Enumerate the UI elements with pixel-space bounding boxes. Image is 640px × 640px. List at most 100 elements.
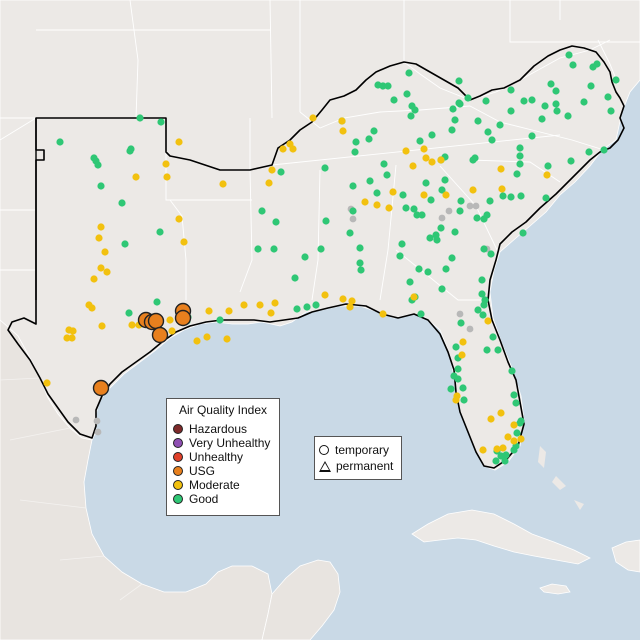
monitor-good[interactable] <box>422 179 430 187</box>
monitor-good[interactable] <box>473 214 481 222</box>
monitor-moderate[interactable] <box>268 166 276 174</box>
monitor-moderate[interactable] <box>271 299 279 307</box>
monitor-good[interactable] <box>552 87 560 95</box>
monitor-good[interactable] <box>254 245 262 253</box>
monitor-no-data[interactable] <box>445 207 453 215</box>
monitor-good[interactable] <box>416 137 424 145</box>
monitor-moderate[interactable] <box>484 317 492 325</box>
monitor-moderate[interactable] <box>265 179 273 187</box>
monitor-good[interactable] <box>569 61 577 69</box>
monitor-moderate[interactable] <box>205 307 213 315</box>
monitor-good[interactable] <box>153 298 161 306</box>
monitor-good[interactable] <box>406 278 414 286</box>
monitor-good[interactable] <box>604 93 612 101</box>
monitor-good[interactable] <box>478 290 486 298</box>
monitor-good[interactable] <box>438 186 446 194</box>
monitor-moderate[interactable] <box>420 145 428 153</box>
monitor-moderate[interactable] <box>132 173 140 181</box>
monitor-moderate[interactable] <box>469 186 477 194</box>
monitor-moderate[interactable] <box>389 188 397 196</box>
monitor-good[interactable] <box>418 211 426 219</box>
monitor-moderate[interactable] <box>504 433 512 441</box>
monitor-good[interactable] <box>127 145 135 153</box>
monitor-good[interactable] <box>541 102 549 110</box>
monitor-good[interactable] <box>486 197 494 205</box>
monitor-good[interactable] <box>528 96 536 104</box>
monitor-usg[interactable] <box>174 309 192 327</box>
monitor-good[interactable] <box>464 94 472 102</box>
monitor-moderate[interactable] <box>339 127 347 135</box>
monitor-moderate[interactable] <box>98 322 106 330</box>
monitor-no-data[interactable] <box>438 214 446 222</box>
monitor-moderate[interactable] <box>168 327 176 335</box>
monitor-good[interactable] <box>612 76 620 84</box>
monitor-moderate[interactable] <box>309 114 317 122</box>
monitor-good[interactable] <box>417 310 425 318</box>
monitor-moderate[interactable] <box>517 435 525 443</box>
monitor-good[interactable] <box>496 121 504 129</box>
monitor-good[interactable] <box>474 117 482 125</box>
monitor-good[interactable] <box>357 266 365 274</box>
monitor-good[interactable] <box>365 135 373 143</box>
monitor-moderate[interactable] <box>68 334 76 342</box>
monitor-moderate[interactable] <box>85 301 93 309</box>
monitor-good[interactable] <box>442 265 450 273</box>
monitor-good[interactable] <box>384 82 392 90</box>
monitor-good[interactable] <box>507 86 515 94</box>
monitor-good[interactable] <box>346 229 354 237</box>
monitor-good[interactable] <box>552 100 560 108</box>
monitor-good[interactable] <box>390 96 398 104</box>
monitor-good[interactable] <box>432 231 440 239</box>
monitor-good[interactable] <box>585 148 593 156</box>
monitor-good[interactable] <box>513 429 521 437</box>
monitor-moderate[interactable] <box>101 248 109 256</box>
monitor-good[interactable] <box>516 419 524 427</box>
monitor-moderate[interactable] <box>219 180 227 188</box>
monitor-moderate[interactable] <box>346 303 354 311</box>
monitor-good[interactable] <box>399 191 407 199</box>
monitor-good[interactable] <box>427 196 435 204</box>
monitor-good[interactable] <box>607 107 615 115</box>
monitor-moderate[interactable] <box>487 415 495 423</box>
monitor-good[interactable] <box>512 399 520 407</box>
monitor-good[interactable] <box>565 51 573 59</box>
monitor-good[interactable] <box>474 306 482 314</box>
monitor-moderate[interactable] <box>498 185 506 193</box>
monitor-moderate[interactable] <box>497 165 505 173</box>
monitor-good[interactable] <box>447 385 455 393</box>
monitor-moderate[interactable] <box>279 145 287 153</box>
monitor-good[interactable] <box>56 138 64 146</box>
monitor-good[interactable] <box>125 309 133 317</box>
monitor-good[interactable] <box>411 106 419 114</box>
monitor-good[interactable] <box>587 82 595 90</box>
monitor-good[interactable] <box>380 160 388 168</box>
monitor-good[interactable] <box>478 276 486 284</box>
monitor-good[interactable] <box>402 204 410 212</box>
monitor-good[interactable] <box>479 311 487 319</box>
monitor-moderate[interactable] <box>442 191 450 199</box>
monitor-good[interactable] <box>484 128 492 136</box>
monitor-good[interactable] <box>451 116 459 124</box>
monitor-usg[interactable] <box>151 326 169 344</box>
monitor-moderate[interactable] <box>373 201 381 209</box>
monitor-no-data[interactable] <box>456 310 464 318</box>
monitor-moderate[interactable] <box>420 191 428 199</box>
monitor-no-data[interactable] <box>72 416 80 424</box>
monitor-good[interactable] <box>413 211 421 219</box>
monitor-good[interactable] <box>312 301 320 309</box>
monitor-good[interactable] <box>396 252 404 260</box>
monitor-good[interactable] <box>356 259 364 267</box>
monitor-good[interactable] <box>516 160 524 168</box>
monitor-good[interactable] <box>451 228 459 236</box>
monitor-good[interactable] <box>410 205 418 213</box>
monitor-good[interactable] <box>379 82 387 90</box>
monitor-good[interactable] <box>469 156 477 164</box>
monitor-good[interactable] <box>270 245 278 253</box>
monitor-moderate[interactable] <box>163 173 171 181</box>
monitor-moderate[interactable] <box>95 234 103 242</box>
monitor-moderate[interactable] <box>338 117 346 125</box>
monitor-good[interactable] <box>459 384 467 392</box>
monitor-no-data[interactable] <box>93 417 101 425</box>
monitor-good[interactable] <box>356 244 364 252</box>
